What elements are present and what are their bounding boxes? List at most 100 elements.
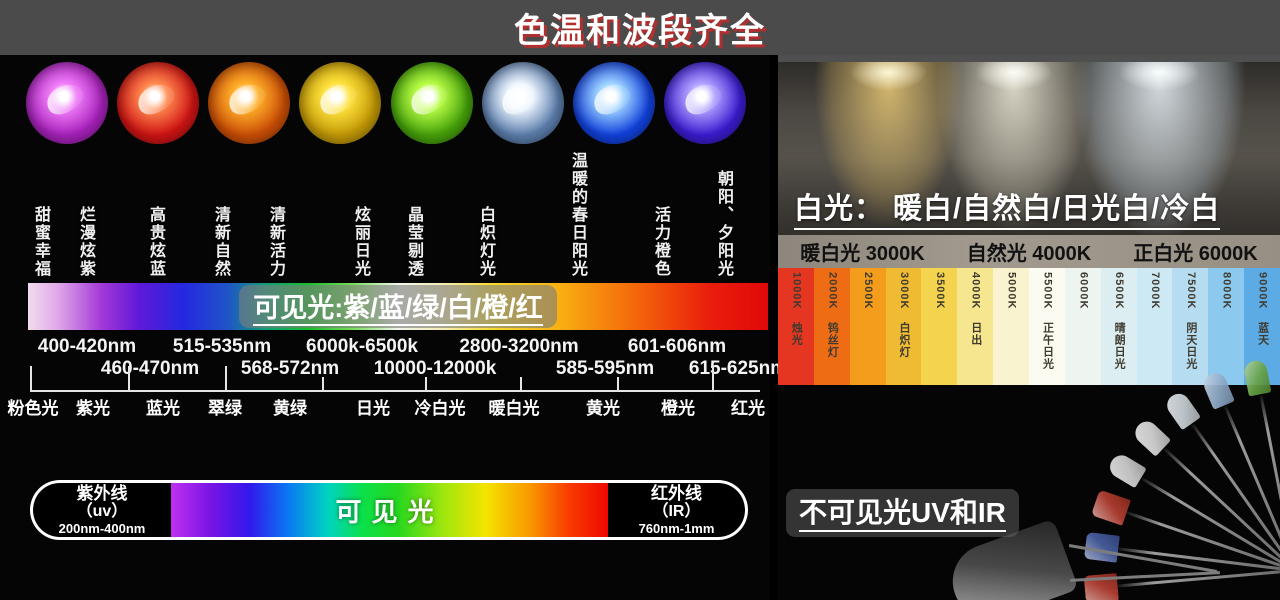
- temp-column-label: 7000K: [1149, 272, 1161, 318]
- temp-value: 7500K: [1184, 272, 1197, 310]
- wavelength-label: 400-420nm: [37, 336, 137, 357]
- temp-name: 烛光: [790, 322, 803, 347]
- temp-header-item: 暖白光 3000K: [800, 243, 925, 265]
- uv-range: 200nm-400nm: [58, 520, 146, 536]
- mood-label: 晶莹剔透: [405, 206, 422, 278]
- temp-value: 8000K: [1220, 272, 1233, 310]
- mood-label: 甜蜜幸福: [32, 206, 49, 278]
- invisible-light-caption: 不可见光UV和IR: [786, 489, 1019, 537]
- temp-column: 1000K 烛光: [778, 268, 814, 385]
- temp-value: 3500K: [933, 272, 946, 310]
- scale-tick: [617, 377, 619, 390]
- wavelength-label: 615-625nm: [688, 358, 788, 379]
- color-name: 红光: [731, 399, 765, 418]
- temp-header-item: 正白光 6000K: [1133, 243, 1258, 265]
- ir-section: 红外线 （IR） 760nm-1mm: [608, 483, 745, 537]
- ir-abbr: （IR）: [652, 503, 701, 521]
- color-name: 日光: [356, 399, 390, 418]
- mood-labels: 甜蜜幸福 烂漫炫紫 高贵炫蓝 清新自然 清新活力 炫丽日光 晶莹剔透 白炽灯光 …: [0, 150, 770, 283]
- temp-column: 2500K: [849, 268, 886, 385]
- visible-section: 可见光: [171, 483, 608, 537]
- temp-name: 白炽灯: [898, 322, 910, 359]
- temp-column-label: 6000K: [1077, 272, 1090, 318]
- fan-led-bulb: [1131, 416, 1172, 457]
- mood-label: 活力橙色: [652, 206, 669, 278]
- temp-column-label: 8000K: [1220, 272, 1233, 318]
- wavelength-label: 601-606nm: [627, 336, 727, 357]
- temp-column-label: 7500K 阴天日光: [1184, 272, 1197, 371]
- wavelength-label: 568-572nm: [240, 358, 340, 379]
- led-photo-icon: [663, 61, 746, 144]
- led-body-highlight: [41, 78, 88, 120]
- temp-column-label: 6500K 晴朗日光: [1113, 272, 1126, 371]
- led-photo-icon: [481, 61, 564, 144]
- uv-label: 紫外线: [76, 483, 128, 503]
- mood-label: 清新自然: [212, 206, 229, 278]
- color-name: 蓝光: [146, 399, 180, 418]
- temp-column-label: 5500K 正午日光: [1041, 272, 1054, 370]
- temp-column-label: 2000K 钨丝灯: [826, 272, 839, 359]
- color-name: 橙光: [661, 399, 695, 418]
- right-panel: 白光： 暖白/自然白/日光白/冷白 暖白光 3000K 自然光 4000K 正白…: [778, 55, 1280, 600]
- mood-label: 朝阳、夕阳光: [715, 170, 732, 278]
- temp-value: 6000K: [1077, 272, 1090, 310]
- led-color-row: [0, 55, 770, 150]
- scale-tick: [30, 366, 32, 390]
- wavelength-label: 460-470nm: [100, 358, 200, 379]
- temp-value: 6500K: [1113, 272, 1126, 310]
- temp-value: 2000K: [826, 272, 839, 310]
- visible-section-label: 可见光: [335, 496, 444, 527]
- mood-label: 烂漫炫紫: [77, 206, 94, 278]
- invisible-light-caption-text: 不可见光UV和IR: [799, 497, 1006, 532]
- temp-column-label: 5000K: [1006, 272, 1018, 318]
- fan-led: [1091, 489, 1280, 572]
- uv-abbr: （uv）: [76, 503, 128, 521]
- temp-column-label: 3000K 白炽灯: [898, 272, 910, 359]
- scale-baseline: [30, 390, 760, 392]
- wavelength-label: 585-595nm: [555, 358, 655, 379]
- temp-column: 5000K: [993, 268, 1030, 385]
- temp-name: 钨丝灯: [826, 322, 839, 359]
- led-body-highlight: [679, 78, 726, 120]
- led-body-highlight: [132, 78, 179, 120]
- led-photo-icon: [117, 61, 200, 144]
- fan-led-bulb: [1163, 389, 1202, 431]
- temp-name: 晴朗日光: [1113, 322, 1126, 371]
- white-light-caption: 白光： 暖白/自然白/日光白/冷白: [794, 185, 1221, 230]
- temp-column: 7000K: [1136, 268, 1173, 385]
- temp-column: 5500K 正午日光: [1029, 268, 1065, 385]
- temp-name: 蓝天: [1256, 322, 1269, 347]
- scale-tick: [225, 366, 227, 390]
- temp-value: 5500K: [1041, 272, 1054, 310]
- temp-column-label: 3500K: [933, 272, 946, 318]
- ir-label: 红外线: [651, 483, 702, 503]
- temp-column: 8000K: [1208, 268, 1245, 385]
- color-name: 黄光: [586, 399, 620, 418]
- temp-column: 6000K: [1064, 268, 1101, 385]
- temp-header: 暖白光 3000K 自然光 4000K 正白光 6000K: [778, 235, 1280, 268]
- left-panel: 甜蜜幸福 烂漫炫紫 高贵炫蓝 清新自然 清新活力 炫丽日光 晶莹剔透 白炽灯光 …: [0, 55, 787, 600]
- temp-name: 阴天日光: [1184, 322, 1197, 371]
- led-body-highlight: [497, 78, 544, 120]
- temp-column-label: 9000K 蓝天: [1256, 272, 1269, 347]
- led-photo-icon: [208, 61, 291, 144]
- color-name: 黄绿: [273, 399, 307, 418]
- visible-spectrum-label: 可见光:紫/蓝/绿/白/橙/红: [253, 293, 543, 326]
- mood-label: 清新活力: [267, 206, 284, 278]
- temp-column: 7500K 阴天日光: [1172, 268, 1209, 385]
- color-name: 紫光: [76, 399, 110, 418]
- temp-value: 2500K: [862, 272, 875, 310]
- color-name-row: 粉色光 紫光 蓝光 翠绿 黄绿 日光 冷白光 暖白光 黄光 橙光 红光: [0, 392, 770, 420]
- temp-column-label: 4000K 日出: [969, 272, 982, 346]
- temp-column-label: 2500K: [862, 272, 875, 318]
- white-light-photo: 白光： 暖白/自然白/日光白/冷白: [778, 62, 1280, 235]
- temp-column: 6500K 晴朗日光: [1100, 268, 1137, 385]
- color-name: 翠绿: [208, 399, 242, 418]
- temp-column-label: 1000K 烛光: [790, 272, 803, 347]
- scale-tick: [712, 366, 714, 390]
- temp-value: 3000K: [898, 272, 910, 310]
- temp-value: 4000K: [969, 272, 982, 310]
- mood-label: 炫丽日光: [352, 206, 369, 278]
- led-body-highlight: [315, 78, 361, 120]
